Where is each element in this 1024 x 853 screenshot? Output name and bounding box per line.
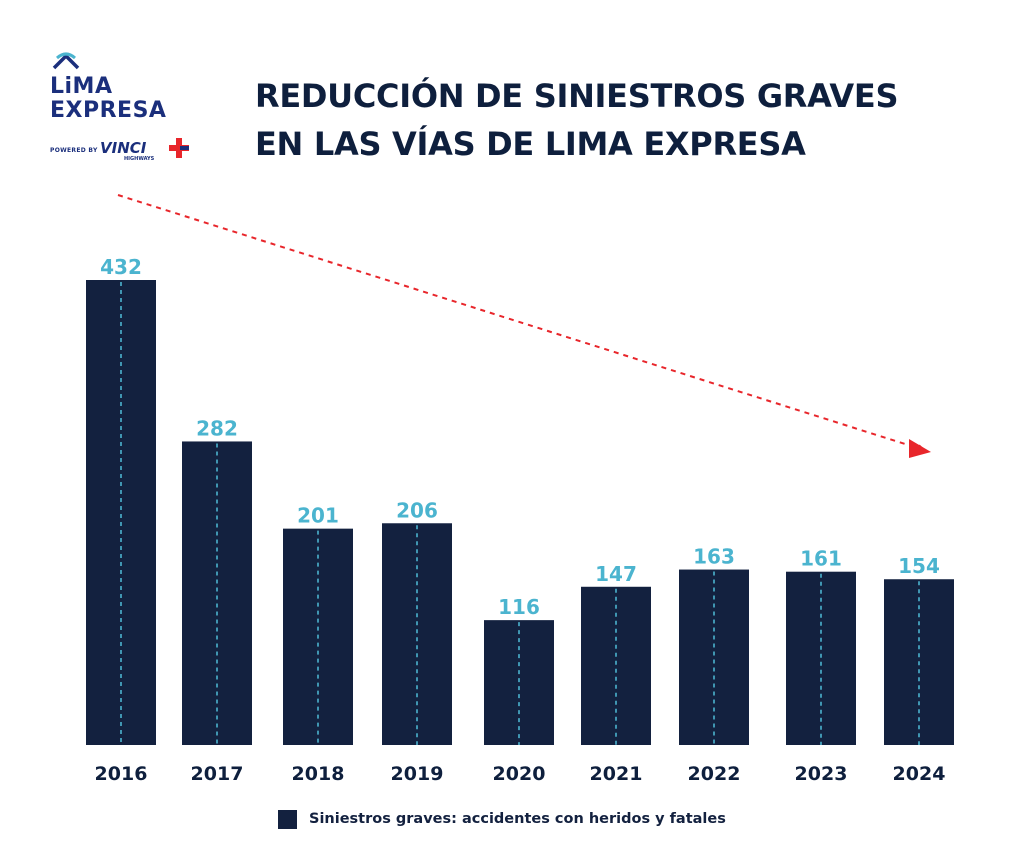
logo-mark-icon	[52, 52, 80, 70]
chart-title: REDUCCIÓN DE SINIESTROS GRAVES EN LAS VÍ…	[255, 72, 995, 168]
data-label-2016: 432	[100, 255, 142, 279]
x-tick-label-2024: 2024	[893, 763, 946, 785]
logo-text-line1: LiMA	[50, 74, 113, 99]
data-label-2020: 116	[498, 595, 540, 619]
trend-arrow	[117, 194, 926, 453]
x-tick-label-2022: 2022	[688, 763, 741, 785]
data-label-2018: 201	[297, 504, 339, 528]
logo-powered-by: POWERED BY	[50, 147, 98, 154]
data-label-2017: 282	[196, 416, 238, 440]
data-label-2022: 163	[693, 545, 735, 569]
x-tick-label-2023: 2023	[795, 763, 848, 785]
x-tick-label-2020: 2020	[493, 763, 546, 785]
chart-legend: Siniestros graves: accidentes con herido…	[278, 809, 726, 829]
data-label-2019: 206	[396, 498, 438, 522]
logo-brand: VINCI	[100, 139, 147, 157]
logo-brand-sub: HIGHWAYS	[124, 156, 155, 162]
legend-label: Siniestros graves: accidentes con herido…	[309, 811, 726, 827]
x-tick-label-2019: 2019	[391, 763, 444, 785]
data-label-2024: 154	[898, 554, 940, 578]
lima-expresa-logo: LiMA EXPRESA POWERED BY VINCI HIGHWAYS	[50, 52, 200, 167]
chart-title-line1: REDUCCIÓN DE SINIESTROS GRAVES	[255, 77, 899, 115]
logo-text-line2: EXPRESA	[50, 98, 167, 123]
legend-swatch	[278, 809, 297, 829]
vinci-cross-icon	[169, 138, 189, 158]
data-label-2023: 161	[800, 547, 842, 571]
x-tick-label-2021: 2021	[590, 763, 643, 785]
data-label-2021: 147	[595, 562, 637, 586]
trend-arrow-head	[909, 439, 931, 458]
bar-2021	[581, 586, 651, 745]
bars: 432 2016 282 2017 201 2018 206 2019 116 2020 147 20…	[86, 255, 954, 785]
x-tick-label-2017: 2017	[191, 763, 244, 785]
chart-title-line2: EN LAS VÍAS DE LIMA EXPRESA	[255, 125, 806, 163]
x-tick-label-2018: 2018	[292, 763, 345, 785]
x-tick-label-2016: 2016	[95, 763, 148, 785]
